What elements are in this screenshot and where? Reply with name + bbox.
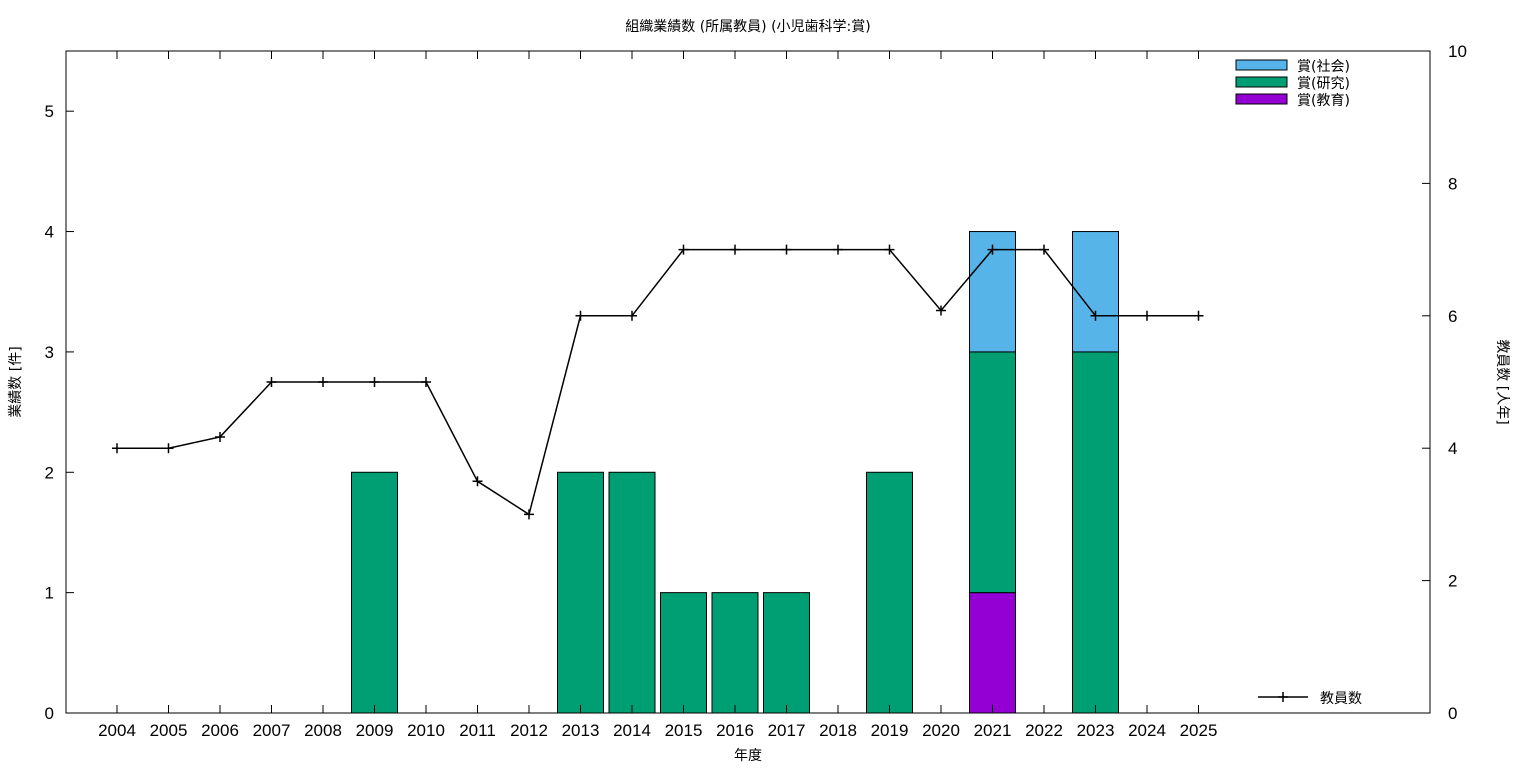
faculty-point-2022 — [1039, 244, 1049, 255]
faculty-point-2013 — [575, 310, 586, 321]
y2-tick-label-2: 2 — [1448, 572, 1457, 591]
x-tick-label-2014: 2014 — [613, 721, 651, 740]
bar-2021-series-0 — [969, 592, 1016, 714]
legend-label-0: 賞(社会) — [1297, 59, 1350, 75]
faculty-point-2006 — [215, 431, 225, 442]
faculty-point-2012 — [524, 509, 534, 520]
y-tick-label-4: 4 — [45, 223, 54, 242]
y-tick-label-5: 5 — [45, 102, 54, 121]
y2-tick-label-8: 8 — [1448, 174, 1457, 193]
x-tick-label-2020: 2020 — [922, 721, 960, 740]
y2-tick-label-10: 10 — [1448, 42, 1467, 61]
x-tick-label-2021: 2021 — [974, 721, 1012, 740]
faculty-point-2024 — [1142, 310, 1152, 321]
y2-tick-label-6: 6 — [1448, 307, 1457, 326]
faculty-count-line — [117, 248, 1199, 516]
legend-swatch-0 — [1235, 59, 1288, 71]
faculty-point-2010 — [421, 377, 431, 387]
legend-line-label: 教員数 — [1320, 691, 1362, 707]
x-tick-label-2019: 2019 — [871, 721, 909, 740]
y-axis-label: 業績数 [件] — [8, 346, 24, 417]
bar-2016-series-1 — [711, 592, 759, 714]
y-tick-label-2: 2 — [45, 463, 54, 482]
bar-2023-series-1 — [1072, 351, 1119, 714]
x-tick-label-2007: 2007 — [253, 721, 291, 740]
y-tick-label-0: 0 — [45, 704, 54, 723]
faculty-point-2011 — [472, 476, 483, 487]
legend-label-1: 賞(研究) — [1297, 76, 1350, 92]
x-tick-label-2022: 2022 — [1025, 721, 1063, 740]
bar-2019-series-1 — [866, 471, 913, 714]
faculty-point-2008 — [318, 377, 328, 387]
faculty-point-2023 — [1090, 310, 1101, 321]
legend: 賞(社会)賞(研究)賞(教育) 教員数 — [1235, 59, 1362, 707]
x-tick-label-2024: 2024 — [1128, 721, 1166, 740]
faculty-point-2007 — [266, 377, 277, 387]
x-tick-label-2009: 2009 — [356, 721, 394, 740]
bars-group — [351, 231, 1119, 714]
x-tick-label-2015: 2015 — [665, 721, 703, 740]
bar-2013-series-1 — [557, 471, 604, 714]
faculty-point-2014 — [627, 310, 637, 321]
x-tick-label-2012: 2012 — [510, 721, 548, 740]
x-tick-label-2005: 2005 — [150, 721, 188, 740]
x-tick-label-2004: 2004 — [98, 721, 136, 740]
x-tick-label-2016: 2016 — [716, 721, 754, 740]
faculty-point-2017 — [781, 244, 792, 255]
bar-2021-series-1 — [969, 351, 1016, 594]
legend-label-2: 賞(教育) — [1297, 93, 1350, 109]
faculty-point-2005 — [163, 443, 174, 454]
x-tick-label-2017: 2017 — [768, 721, 806, 740]
y2-tick-label-4: 4 — [1448, 439, 1457, 458]
x-tick-label-2010: 2010 — [407, 721, 445, 740]
faculty-count-line-group — [112, 244, 1204, 520]
x-tick-label-2025: 2025 — [1180, 721, 1218, 740]
legend-line-marker — [1278, 692, 1288, 702]
faculty-point-2021 — [987, 244, 998, 255]
faculty-point-2018 — [833, 244, 843, 255]
axes-group: 0 1 2 3 4 5 0 2 4 6 8 10 2004 2005 2006 2007 2008 2009 201… — [45, 42, 1467, 740]
chart-title: 組織業績数 (所属教員) (小児歯科学:賞) — [625, 19, 870, 35]
x-axis-label: 年度 — [734, 748, 762, 764]
bar-2015-series-1 — [660, 592, 707, 714]
faculty-point-2025 — [1193, 310, 1204, 321]
bar-2023-series-2 — [1072, 231, 1119, 353]
y2-axis-label: 教員数 [人年] — [1494, 339, 1510, 424]
faculty-point-2016 — [730, 244, 740, 255]
bar-2017-series-1 — [763, 592, 810, 714]
x-tick-label-2023: 2023 — [1077, 721, 1115, 740]
legend-swatch-2 — [1235, 93, 1288, 105]
bar-2014-series-1 — [608, 471, 656, 714]
bar-2009-series-1 — [351, 471, 398, 714]
x-tick-label-2011: 2011 — [459, 721, 496, 740]
y-tick-label-1: 1 — [45, 584, 54, 603]
x-tick-label-2006: 2006 — [201, 721, 239, 740]
x-tick-label-2008: 2008 — [304, 721, 342, 740]
y-tick-label-3: 3 — [45, 343, 54, 362]
faculty-point-2019 — [884, 244, 895, 255]
faculty-point-2020 — [936, 305, 946, 316]
x-tick-label-2018: 2018 — [819, 721, 857, 740]
y2-tick-label-0: 0 — [1448, 704, 1457, 723]
faculty-point-2015 — [678, 244, 689, 255]
plot-frame — [65, 50, 1431, 714]
faculty-point-2004 — [112, 443, 122, 454]
faculty-point-2009 — [369, 377, 380, 387]
x-tick-label-2013: 2013 — [562, 721, 600, 740]
legend-swatch-1 — [1235, 76, 1288, 88]
